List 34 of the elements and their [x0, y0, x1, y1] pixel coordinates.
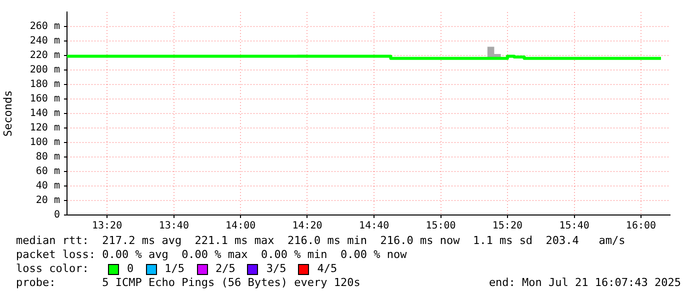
x-tick-label: 16:00 — [626, 220, 656, 232]
legend-title: loss color: — [16, 262, 90, 276]
y-tick-label: 120 m — [30, 122, 60, 134]
y-tick-label: 180 m — [30, 79, 60, 90]
y-tick-label: 140 m — [30, 108, 60, 120]
legend-label: 4/5 — [317, 262, 338, 276]
text: probe: 5 ICMP Echo Pings (56 Bytes) every 120s — [16, 276, 360, 290]
y-tick-label: 100 m — [30, 137, 60, 148]
x-tick-label: 14:20 — [292, 220, 322, 232]
y-tick-label: 160 m — [30, 94, 60, 105]
x-tick-label: 15:00 — [426, 220, 456, 232]
x-tick-label: 15:20 — [492, 220, 522, 232]
text: packet loss: 0.00 % avg 0.00 % max 0.00 % min 0.00 % now — [16, 248, 408, 262]
y-tick-label: 60 m — [36, 166, 60, 178]
y-tick-label: 20 m — [36, 195, 60, 206]
x-tick-label: 14:00 — [226, 220, 256, 232]
y-tick-label: 0 — [54, 210, 60, 221]
legend-label: 2/5 — [216, 262, 236, 276]
y-tick-label: 240 m — [30, 36, 60, 47]
legend-label: 3/5 — [266, 262, 286, 276]
x-tick-label: 13:20 — [92, 220, 122, 232]
legend-label: 1/5 — [164, 262, 184, 276]
x-tick-label: 15:40 — [559, 220, 590, 232]
text: end: Mon Jul 21 16:07:43 2025 — [488, 276, 681, 290]
y-tick-label: 200 m — [30, 64, 60, 76]
y-axis-title: Seconds — [1, 90, 14, 137]
x-tick-label: 13:40 — [158, 220, 189, 232]
x-tick-label: 14:40 — [359, 220, 390, 232]
y-tick-label: 220 m — [30, 50, 60, 62]
legend-label: 0 — [127, 262, 134, 276]
text: median rtt: 217.2 ms avg 221.1 ms max 216.0 ms min 216.0 ms now 1.1 ms sd 203.4 am/s — [16, 234, 626, 248]
y-tick-label: 40 m — [36, 180, 60, 192]
y-tick-label: 260 m — [30, 21, 60, 32]
y-tick-label: 80 m — [36, 152, 60, 163]
